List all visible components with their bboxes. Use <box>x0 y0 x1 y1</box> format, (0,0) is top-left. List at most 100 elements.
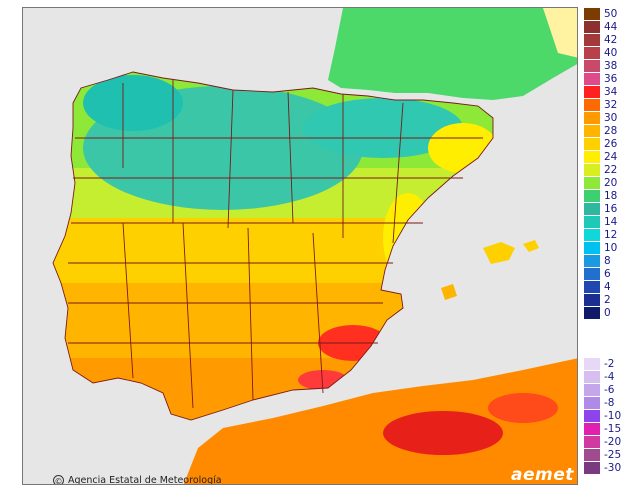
legend-label: 38 <box>604 60 618 72</box>
legend-label: 34 <box>604 86 618 98</box>
aemet-logo: aemet <box>511 465 574 485</box>
legend-label: 32 <box>604 99 618 111</box>
legend-entry: 0 <box>582 307 628 319</box>
legend-entry: 34 <box>582 86 628 98</box>
legend-swatch <box>584 8 600 20</box>
legend-entry: 30 <box>582 112 628 124</box>
legend-swatch <box>584 294 600 306</box>
legend-label: -6 <box>604 384 615 396</box>
legend-swatch <box>584 190 600 202</box>
legend-label: 20 <box>604 177 618 189</box>
legend-entry: -25 <box>582 449 628 461</box>
legend-label: 50 <box>604 8 618 20</box>
legend-swatch <box>584 216 600 228</box>
legend-swatch <box>584 60 600 72</box>
legend-entry: -8 <box>582 397 628 409</box>
ibiza-island <box>441 284 457 300</box>
map-canvas <box>23 8 577 484</box>
legend-entry: 42 <box>582 34 628 46</box>
legend-swatch <box>584 34 600 46</box>
legend-label: -4 <box>604 371 615 383</box>
legend-label: 22 <box>604 164 618 176</box>
legend-label: 24 <box>604 151 618 163</box>
legend-entry: 4 <box>582 281 628 293</box>
legend-swatch <box>584 268 600 280</box>
menorca-island <box>523 240 539 252</box>
legend-swatch <box>584 125 600 137</box>
legend-entry: -2 <box>582 358 628 370</box>
legend-entry: 26 <box>582 138 628 150</box>
legend-entry: 10 <box>582 242 628 254</box>
legend-label: -25 <box>604 449 622 461</box>
legend-entry: -10 <box>582 410 628 422</box>
legend-entry: 24 <box>582 151 628 163</box>
temperature-map: © Agencia Estatal de Meteorología aemet <box>22 7 578 485</box>
france-warm-patch <box>543 8 577 58</box>
legend-label: 2 <box>604 294 611 306</box>
copyright-icon: © <box>53 474 64 485</box>
legend-swatch <box>584 410 600 422</box>
legend-entry: -20 <box>582 436 628 448</box>
legend-swatch <box>584 436 600 448</box>
legend-label: 16 <box>604 203 618 215</box>
legend-label: 12 <box>604 229 618 241</box>
legend-entry: -15 <box>582 423 628 435</box>
legend-swatch <box>584 229 600 241</box>
province-borders <box>52 71 494 421</box>
legend-entry: 22 <box>582 164 628 176</box>
legend-label: 8 <box>604 255 611 267</box>
legend-swatch <box>584 423 600 435</box>
legend-entry: 28 <box>582 125 628 137</box>
legend-label: 26 <box>604 138 618 150</box>
legend-swatch <box>584 397 600 409</box>
legend-entry: 2 <box>582 294 628 306</box>
legend-label: 30 <box>604 112 618 124</box>
legend-swatch <box>584 177 600 189</box>
legend-swatch <box>584 242 600 254</box>
legend-swatch <box>584 449 600 461</box>
legend-label: -10 <box>604 410 622 422</box>
legend-entry: 12 <box>582 229 628 241</box>
legend-swatch <box>584 99 600 111</box>
legend-swatch <box>584 255 600 267</box>
legend-label: -2 <box>604 358 615 370</box>
legend-entry: 6 <box>582 268 628 280</box>
legend-entry: 40 <box>582 47 628 59</box>
legend-entry: 8 <box>582 255 628 267</box>
legend-swatch <box>584 281 600 293</box>
legend-entry: 50 <box>582 8 628 20</box>
legend-swatch <box>584 112 600 124</box>
legend-label: 36 <box>604 73 618 85</box>
legend-label: -15 <box>604 423 622 435</box>
legend-label: 10 <box>604 242 618 254</box>
legend-swatch <box>584 203 600 215</box>
legend-label: 42 <box>604 34 618 46</box>
legend-entry: -30 <box>582 462 628 474</box>
legend-swatch <box>584 151 600 163</box>
legend-entry: -4 <box>582 371 628 383</box>
legend-swatch <box>584 164 600 176</box>
legend-label: 4 <box>604 281 611 293</box>
legend-label: -8 <box>604 397 615 409</box>
legend-entry: 20 <box>582 177 628 189</box>
legend-swatch <box>584 384 600 396</box>
legend-entry: -6 <box>582 384 628 396</box>
legend-swatch <box>584 307 600 319</box>
legend-swatch <box>584 73 600 85</box>
mallorca-island <box>483 242 515 264</box>
legend-label: 28 <box>604 125 618 137</box>
legend-label: 44 <box>604 21 618 33</box>
legend-entry: 38 <box>582 60 628 72</box>
legend-entry: 44 <box>582 21 628 33</box>
legend-swatch <box>584 21 600 33</box>
legend-entry: 36 <box>582 73 628 85</box>
legend-swatch <box>584 358 600 370</box>
legend-label: 40 <box>604 47 618 59</box>
legend-label: 14 <box>604 216 618 228</box>
legend-label: 6 <box>604 268 611 280</box>
legend-label: 0 <box>604 307 611 319</box>
map-credit: © Agencia Estatal de Meteorología <box>53 473 222 485</box>
legend-entry: 16 <box>582 203 628 215</box>
legend-swatch <box>584 462 600 474</box>
legend-entry: 32 <box>582 99 628 111</box>
